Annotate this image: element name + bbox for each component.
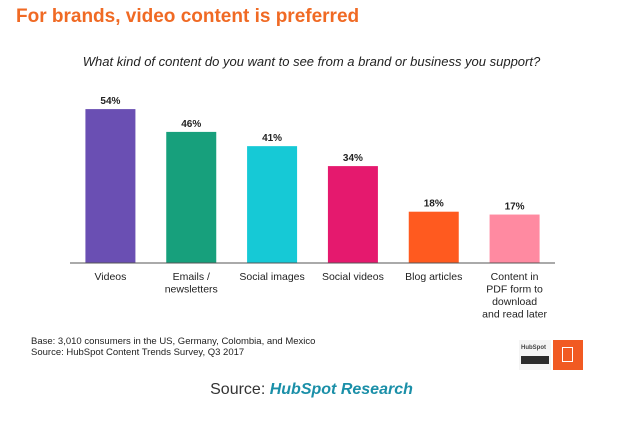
- source-prefix: Source:: [210, 381, 270, 398]
- category-label-line: and read later: [482, 309, 547, 321]
- data-label-3: 41%: [262, 133, 282, 144]
- document-icon-tile: [553, 340, 583, 370]
- hubspot-research-logo: HubSpot: [519, 340, 583, 370]
- category-label-line: PDF form to: [486, 284, 543, 296]
- data-label-2: 46%: [181, 119, 201, 130]
- category-label-4: Social videos: [322, 271, 384, 283]
- category-label-line: newsletters: [165, 284, 218, 296]
- category-label-line: Blog articles: [405, 271, 462, 283]
- base-note: Base: 3,010 consumers in the US, Germany…: [31, 336, 316, 347]
- category-label-1: Videos: [94, 271, 126, 283]
- bar-1: [85, 109, 136, 263]
- logo-bar: [521, 356, 549, 364]
- chart-svg: 54% Videos 46% Emails / newsletters 41% Social…: [70, 96, 555, 321]
- data-label-4: 34%: [343, 153, 363, 164]
- category-label-line: Social videos: [322, 271, 384, 283]
- image-source-caption: Source: HubSpot Research: [0, 381, 623, 399]
- logo-brand-text: HubSpot: [521, 345, 546, 351]
- page-title: For brands, video content is preferred: [16, 6, 360, 27]
- data-label-6: 17%: [505, 202, 525, 213]
- document-icon: [562, 347, 573, 362]
- bar-6: [489, 214, 540, 263]
- category-label-2: Emails / newsletters: [165, 271, 218, 296]
- logo-panel: HubSpot: [519, 340, 551, 370]
- bar-5: [408, 211, 459, 263]
- bar-chart: 54% Videos 46% Emails / newsletters 41% Social…: [0, 80, 623, 336]
- category-label-line: Emails /: [173, 271, 210, 283]
- category-label-6: Content in PDF form to download and read la…: [482, 271, 547, 321]
- chart-title: What kind of content do you want to see …: [82, 54, 541, 69]
- source-link-text[interactable]: HubSpot Research: [269, 381, 413, 398]
- category-label-5: Blog articles: [405, 271, 462, 283]
- bar-2: [166, 131, 217, 263]
- category-label-line: Social images: [239, 271, 304, 283]
- bar-4: [327, 166, 378, 263]
- category-label-line: Videos: [94, 271, 126, 283]
- data-label-1: 54%: [100, 96, 120, 107]
- data-label-5: 18%: [424, 199, 444, 210]
- category-label-line: download: [492, 296, 537, 308]
- source-note: Source: HubSpot Content Trends Survey, Q…: [31, 347, 245, 358]
- chart-notes: Base: 3,010 consumers in the US, Germany…: [31, 336, 315, 358]
- category-label-line: Content in: [491, 271, 539, 283]
- bar-3: [247, 146, 298, 263]
- category-label-3: Social images: [239, 271, 304, 283]
